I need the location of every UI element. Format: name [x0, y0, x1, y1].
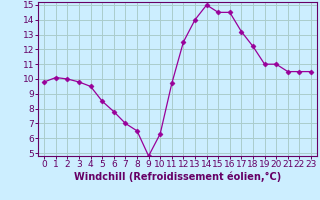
X-axis label: Windchill (Refroidissement éolien,°C): Windchill (Refroidissement éolien,°C) [74, 172, 281, 182]
